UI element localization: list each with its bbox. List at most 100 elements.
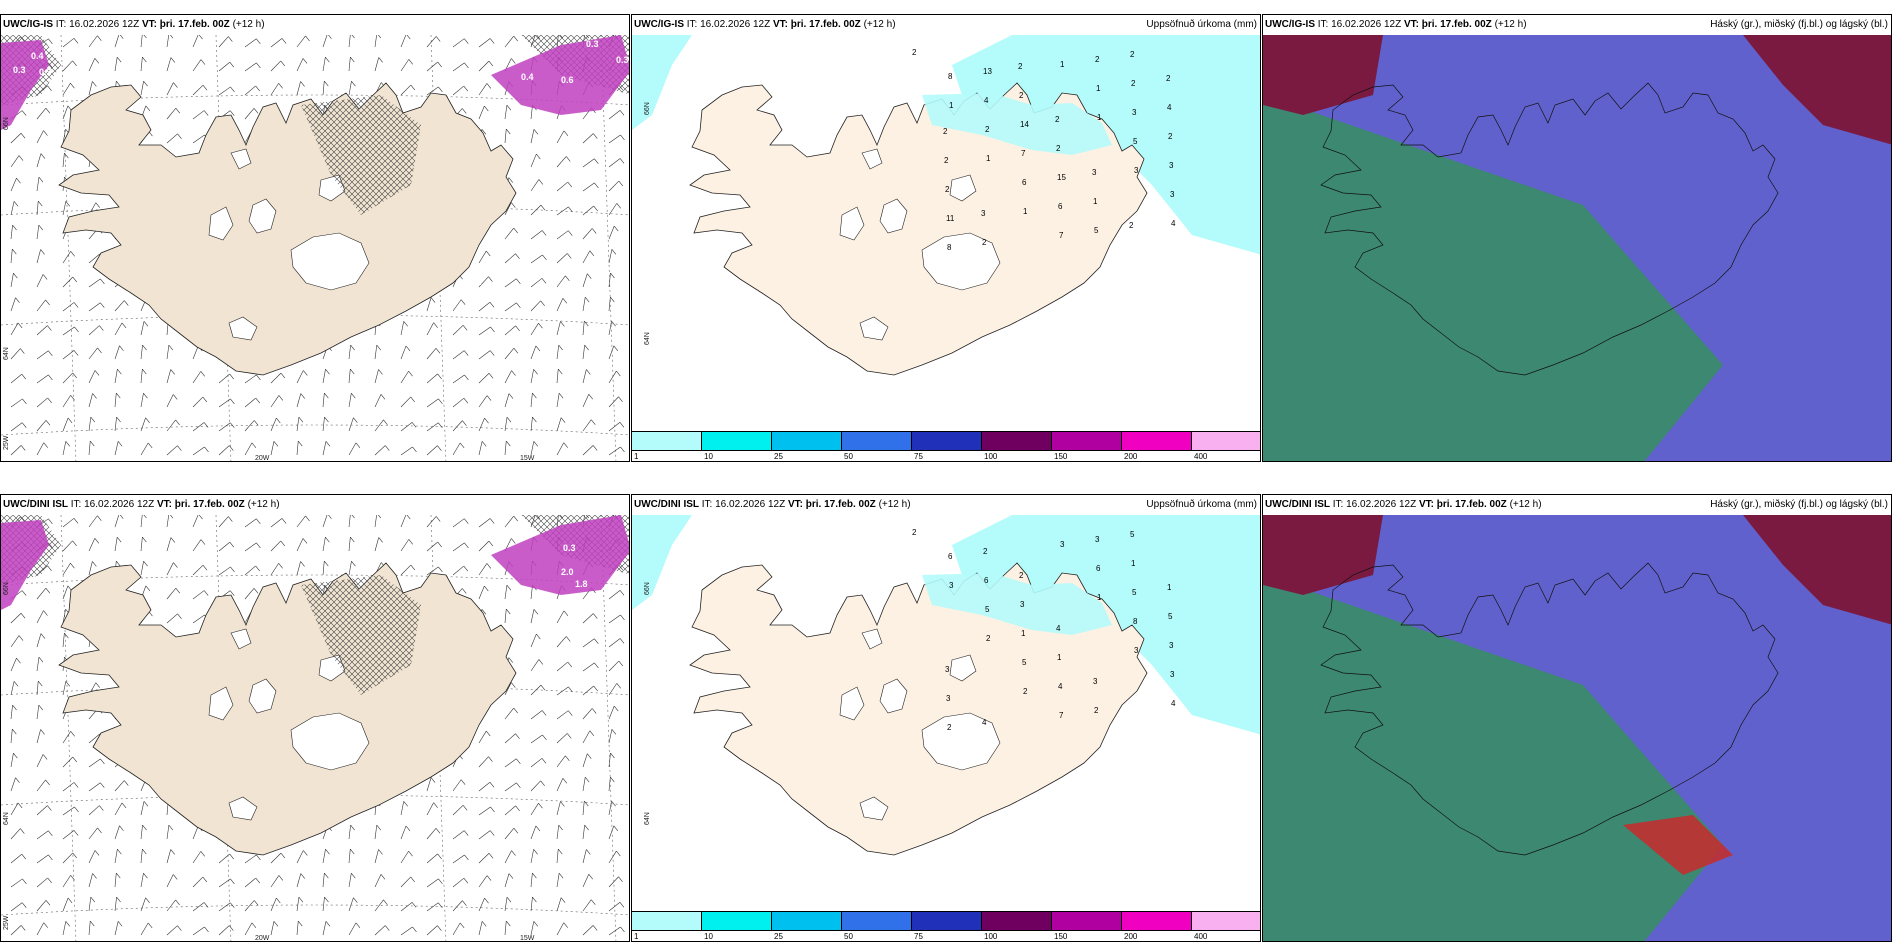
- map-area[interactable]: 2 1 1 1 1 1 3 4 8 2 6 7 1 5 3 8 4 7 6 2 3 3 11 13 14 15 5 2 2 2 2 2 2 1 2 4…: [632, 35, 1260, 461]
- wind-barb: [114, 536, 122, 552]
- wind-barb: [452, 877, 469, 888]
- wind-barb: [322, 896, 329, 912]
- precip-value-label: 14: [1020, 120, 1029, 129]
- wind-barb: [270, 60, 285, 72]
- panel-wind-dini: UWC/DINI ISL IT: 16.02.2026 12Z VT: þri.…: [0, 494, 630, 942]
- wind-barb: [504, 850, 516, 864]
- wind-barb: [452, 830, 469, 840]
- wind-barb: [400, 539, 414, 552]
- wind-barb: [582, 250, 595, 264]
- precip-value-label: 3: [1170, 190, 1175, 199]
- map-area[interactable]: [1263, 35, 1891, 461]
- map-area[interactable]: 0.3 2.0 1.8 1.2: [1, 515, 629, 941]
- wind-barb: [530, 392, 537, 408]
- wind-barb: [582, 899, 596, 912]
- wind-barb: [504, 828, 519, 840]
- wind-barb: [218, 902, 235, 912]
- map-area[interactable]: 0.4 0.3 0.3 0.3 0.3 0.6 0.4 1.7: [1, 35, 629, 461]
- wind-barb: [374, 445, 390, 456]
- wind-barb: [88, 440, 95, 456]
- wind-barb: [36, 176, 44, 192]
- lon-label: 15W: [520, 455, 535, 462]
- wind-barb: [608, 110, 625, 120]
- wind-barb: [608, 345, 619, 360]
- map-area[interactable]: [1263, 515, 1891, 941]
- wind-barb: [530, 278, 547, 288]
- wind-barb: [556, 206, 573, 216]
- wind-barb: [608, 134, 625, 144]
- wind-barb: [192, 446, 209, 456]
- wind-barb: [192, 926, 209, 936]
- glacier: [248, 198, 277, 234]
- wind-barb: [62, 632, 69, 648]
- legend-swatch: [1122, 432, 1192, 450]
- wind-barb: [166, 899, 180, 912]
- wind-barb: [244, 565, 260, 576]
- wind-barb: [608, 876, 623, 888]
- wind-barb: [166, 35, 174, 48]
- wind-barb: [218, 398, 235, 408]
- wind-barb: [608, 272, 615, 288]
- legend-tick: 75: [914, 932, 923, 941]
- glacier: [208, 206, 234, 241]
- wind-barb: [582, 753, 592, 768]
- wind-barb: [218, 86, 235, 96]
- legend-swatch: [702, 912, 772, 930]
- wind-barb: [582, 296, 590, 312]
- wind-barb: [36, 442, 48, 456]
- wind-barb: [530, 345, 541, 360]
- wind-barb: [426, 802, 438, 816]
- wind-barb: [166, 419, 180, 432]
- wind-barb: [478, 806, 495, 816]
- precip-value-label: 4: [1171, 699, 1176, 708]
- wind-barb: [270, 83, 283, 96]
- wind-barb: [374, 849, 383, 864]
- wind-barb: [296, 515, 310, 528]
- legend-colorbar: [632, 911, 1260, 931]
- wind-barb: [36, 350, 53, 360]
- panel-title: UWC/DINI ISL IT: 16.02.2026 12Z VT: þri.…: [3, 499, 280, 510]
- wind-barb: [556, 801, 565, 816]
- precip-value-label: 0.3: [563, 543, 576, 553]
- wind-barb: [114, 56, 122, 72]
- wind-barb: [244, 900, 259, 912]
- precip-value-label: 11: [946, 214, 955, 223]
- wind-barb: [582, 158, 599, 168]
- wind-barb: [114, 35, 124, 48]
- wind-barb: [478, 326, 495, 336]
- glacier: [230, 148, 252, 170]
- wind-barb: [270, 417, 281, 432]
- wind-barb: [556, 156, 571, 168]
- glacier: [861, 148, 883, 170]
- wind-barb: [608, 158, 625, 168]
- wind-barb: [608, 614, 625, 624]
- wind-barb: [478, 350, 495, 360]
- wind-barb: [556, 298, 568, 312]
- glacier: [839, 686, 865, 721]
- precip-value-label: 2: [1095, 55, 1100, 64]
- precip-value-label: 3: [949, 581, 954, 590]
- wind-barb: [322, 80, 329, 96]
- wind-barb: [192, 851, 206, 864]
- wind-barb: [530, 659, 544, 672]
- wind-barb: [608, 225, 619, 240]
- wind-barb: [374, 57, 383, 72]
- legend-tick: 200: [1124, 452, 1138, 461]
- wind-barb: [478, 250, 491, 264]
- wind-barb: [244, 922, 257, 936]
- precip-value-label: 8: [1133, 617, 1138, 626]
- wind-barb: [296, 440, 303, 456]
- wind-barb: [504, 440, 511, 456]
- precip-value-label: 2: [1166, 74, 1171, 83]
- lon-label: 20W: [255, 455, 270, 462]
- wind-barb: [478, 373, 494, 384]
- map-area[interactable]: 2 3 2 2 3 1 3 4 6 5 5 7 6 8 3 2 6 1 4 3 5 3 3 2 3 1 2 1 5 3 4 2 4 3 5 1: [632, 515, 1260, 941]
- legend-swatch: [842, 912, 912, 930]
- wind-barb: [114, 416, 121, 432]
- wind-barb: [62, 782, 79, 792]
- wind-barb: [10, 248, 17, 264]
- wind-barb: [88, 278, 105, 288]
- wind-barb: [192, 35, 203, 48]
- wind-barb: [166, 515, 174, 528]
- wind-barb: [10, 681, 19, 696]
